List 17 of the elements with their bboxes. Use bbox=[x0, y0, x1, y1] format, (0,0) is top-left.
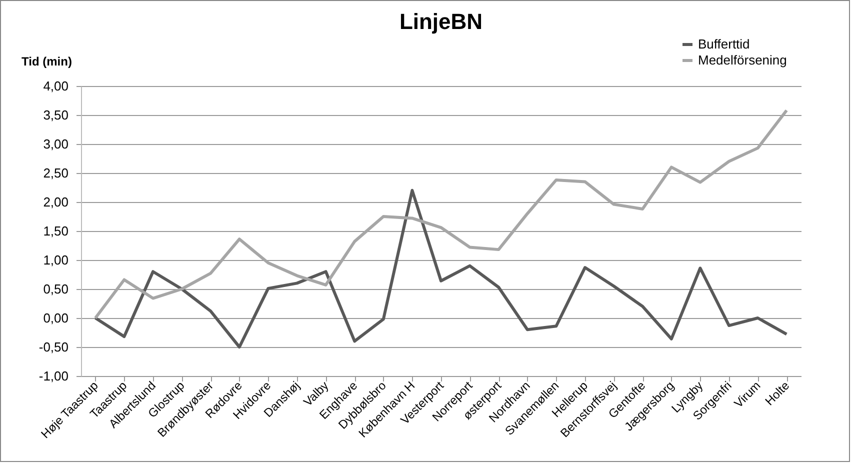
y-tick-label: 3,00 bbox=[43, 136, 68, 152]
line-series bbox=[94, 108, 788, 320]
chart-title: LinjeBN bbox=[399, 9, 483, 34]
y-axis-title: Tid (min) bbox=[22, 54, 72, 68]
y-tick-label: 4,00 bbox=[43, 78, 68, 94]
y-tick-label: -1,00 bbox=[38, 368, 68, 384]
y-tick-label: 0,00 bbox=[43, 310, 68, 326]
y-tick-label: -0,50 bbox=[38, 340, 68, 354]
y-tick-label: 1,00 bbox=[43, 252, 68, 268]
y-tick-label: 0,50 bbox=[43, 282, 68, 296]
legend-label: Medelförsening bbox=[698, 52, 787, 68]
y-tick-label: 2,00 bbox=[43, 194, 68, 210]
y-tick-label: 1,50 bbox=[43, 224, 68, 238]
y-tick-label: 2,50 bbox=[43, 166, 68, 180]
legend-label: Bufferttid bbox=[698, 36, 750, 52]
line-series bbox=[94, 188, 788, 348]
y-tick-label: 3,50 bbox=[43, 108, 68, 122]
